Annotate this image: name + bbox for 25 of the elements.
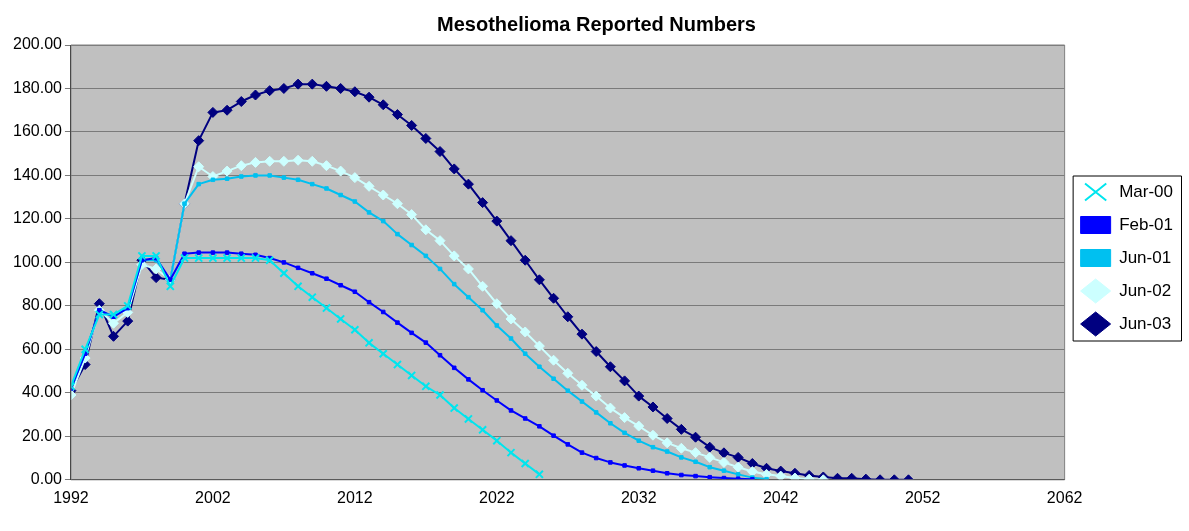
chart-title: Mesothelioma Reported Numbers (437, 12, 756, 35)
y-tick-label: 60.00 (21, 339, 63, 357)
x-tick-label: 2032 (620, 488, 657, 506)
legend-label: Jun-01 (1119, 247, 1172, 267)
y-tick-label: 100.00 (13, 252, 63, 270)
y-tick-label: 140.00 (13, 165, 63, 183)
x-tick-label: 2062 (1046, 488, 1083, 506)
x-tick-label: 2042 (762, 488, 799, 506)
y-tick-label: 160.00 (13, 122, 63, 140)
legend-label: Mar-00 (1119, 181, 1173, 201)
legend-label: Feb-01 (1119, 214, 1174, 234)
legend-label: Jun-03 (1119, 313, 1172, 333)
x-tick-label: 2052 (904, 488, 941, 506)
x-tick-label: 2012 (337, 488, 373, 506)
x-tick-label: 2022 (479, 488, 515, 506)
y-tick-label: 80.00 (21, 296, 63, 314)
y-tick-label: 120.00 (13, 209, 63, 227)
legend-label: Jun-02 (1119, 280, 1172, 300)
y-tick-label: 40.00 (21, 383, 63, 401)
y-tick-label: 0.00 (30, 470, 63, 488)
x-tick-label: 1992 (53, 488, 89, 506)
y-tick-label: 20.00 (21, 426, 63, 444)
x-tick-label: 2002 (195, 488, 231, 506)
y-tick-label: 200.00 (13, 35, 63, 53)
y-tick-label: 180.00 (13, 78, 63, 96)
